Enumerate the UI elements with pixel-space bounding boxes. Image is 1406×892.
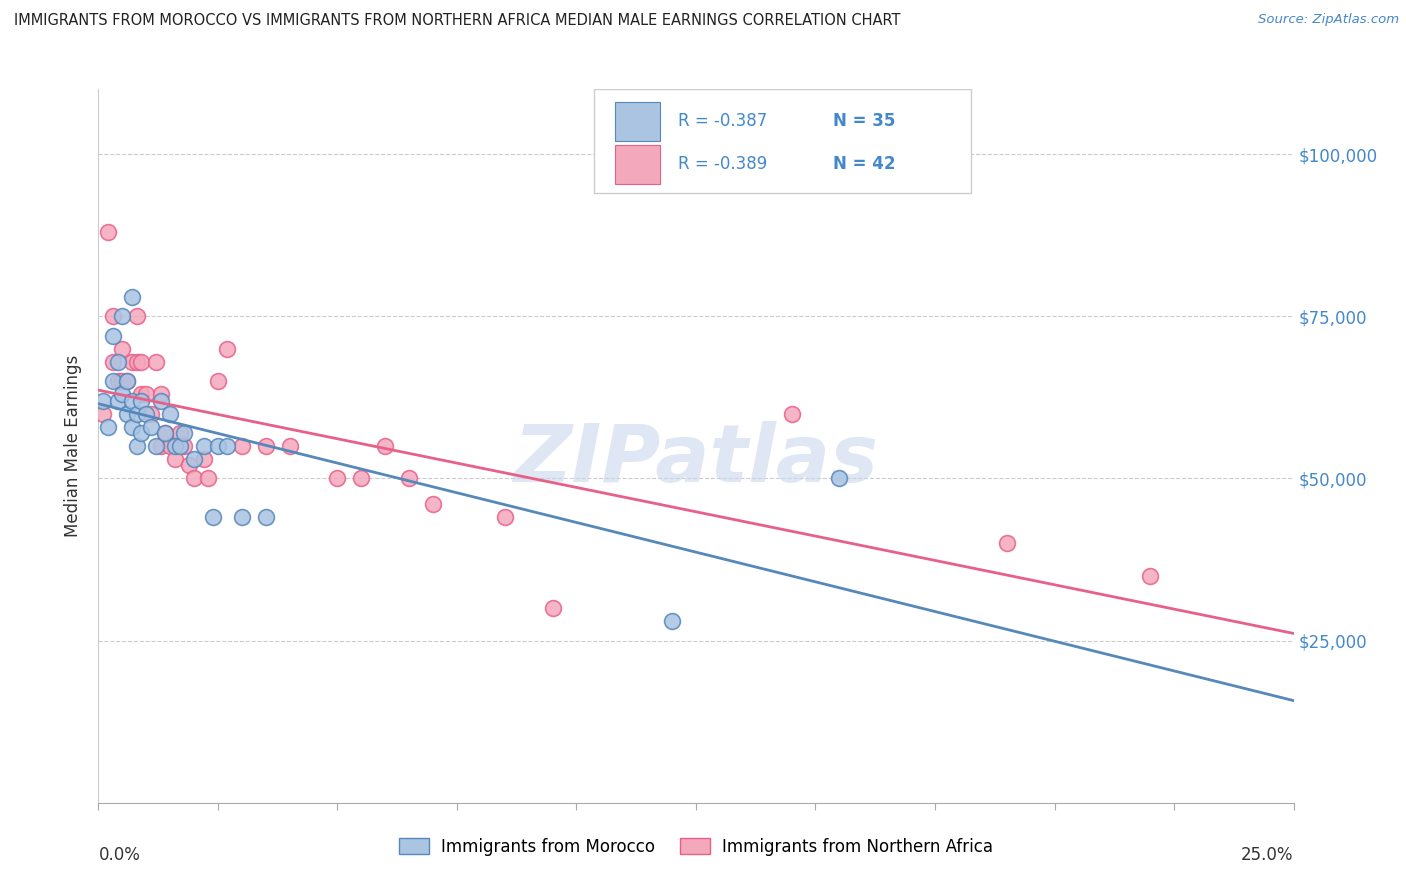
Point <box>107 354 129 368</box>
Point <box>179 458 201 473</box>
Point <box>97 419 120 434</box>
Point <box>91 407 114 421</box>
Point <box>254 439 277 453</box>
Point <box>231 439 253 453</box>
Point <box>101 328 124 343</box>
Point <box>107 393 129 408</box>
Point <box>121 290 143 304</box>
Point <box>183 452 205 467</box>
Point <box>107 374 129 388</box>
Point <box>121 354 143 368</box>
Point <box>350 471 373 485</box>
Point <box>111 342 134 356</box>
Point <box>197 471 219 485</box>
Point <box>135 387 157 401</box>
Point <box>193 452 215 467</box>
Point <box>326 471 349 485</box>
FancyBboxPatch shape <box>595 89 970 193</box>
Point <box>145 439 167 453</box>
Point <box>374 439 396 453</box>
Point <box>125 407 148 421</box>
Point <box>101 354 124 368</box>
Point <box>131 425 153 440</box>
Point <box>661 614 683 628</box>
Point <box>149 439 172 453</box>
Point <box>995 536 1018 550</box>
Point <box>231 510 253 524</box>
Text: R = -0.389: R = -0.389 <box>678 155 768 173</box>
Point <box>163 452 186 467</box>
Point <box>139 419 162 434</box>
Point <box>139 407 162 421</box>
Text: 25.0%: 25.0% <box>1241 846 1294 863</box>
Point <box>193 439 215 453</box>
Point <box>125 354 148 368</box>
Point <box>131 354 153 368</box>
FancyBboxPatch shape <box>614 145 661 184</box>
Text: R = -0.387: R = -0.387 <box>678 112 768 130</box>
Point <box>121 393 143 408</box>
Point <box>159 439 181 453</box>
Text: N = 42: N = 42 <box>834 155 896 173</box>
Point <box>91 393 114 408</box>
Point <box>155 425 177 440</box>
Point <box>149 393 172 408</box>
Point <box>163 439 186 453</box>
Point <box>1139 568 1161 582</box>
Point <box>155 425 177 440</box>
Text: Source: ZipAtlas.com: Source: ZipAtlas.com <box>1258 13 1399 27</box>
Point <box>115 407 138 421</box>
Point <box>159 407 181 421</box>
Text: 0.0%: 0.0% <box>98 846 141 863</box>
Point <box>207 374 229 388</box>
Point <box>97 225 120 239</box>
Text: ZIPatlas: ZIPatlas <box>513 421 879 500</box>
Point <box>828 471 851 485</box>
Point <box>494 510 516 524</box>
Point <box>173 425 195 440</box>
Point <box>145 354 167 368</box>
Point <box>398 471 420 485</box>
Point <box>135 407 157 421</box>
Point <box>541 601 564 615</box>
Point <box>207 439 229 453</box>
Point <box>111 310 134 324</box>
Point <box>131 393 153 408</box>
Point <box>115 374 138 388</box>
Point <box>217 439 239 453</box>
Point <box>183 471 205 485</box>
Point <box>101 374 124 388</box>
Point <box>125 310 148 324</box>
Point <box>217 342 239 356</box>
Point <box>121 419 143 434</box>
Point <box>149 387 172 401</box>
Point <box>101 310 124 324</box>
Text: IMMIGRANTS FROM MOROCCO VS IMMIGRANTS FROM NORTHERN AFRICA MEDIAN MALE EARNINGS : IMMIGRANTS FROM MOROCCO VS IMMIGRANTS FR… <box>14 13 901 29</box>
Point <box>278 439 301 453</box>
Point <box>422 497 444 511</box>
Text: N = 35: N = 35 <box>834 112 896 130</box>
Point <box>111 374 134 388</box>
Point <box>125 439 148 453</box>
FancyBboxPatch shape <box>614 102 661 141</box>
Point <box>780 407 803 421</box>
Point <box>254 510 277 524</box>
Point <box>202 510 225 524</box>
Y-axis label: Median Male Earnings: Median Male Earnings <box>65 355 83 537</box>
Point <box>173 439 195 453</box>
Point <box>169 425 191 440</box>
Point <box>169 439 191 453</box>
Point <box>111 387 134 401</box>
Legend: Immigrants from Morocco, Immigrants from Northern Africa: Immigrants from Morocco, Immigrants from… <box>392 831 1000 863</box>
Point <box>131 387 153 401</box>
Point <box>115 374 138 388</box>
